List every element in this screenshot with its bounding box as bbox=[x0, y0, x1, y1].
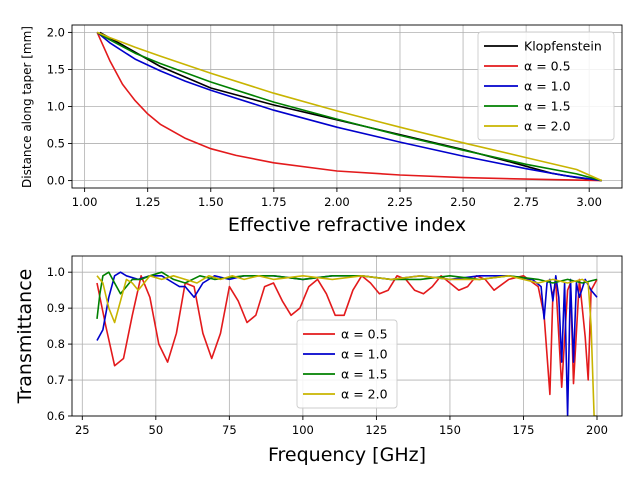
legend: Klopfenstein α = 0.5 α = 1.0 α = 1.5 α = 2.0 bbox=[477, 31, 615, 141]
y-tick-label: 0.0 bbox=[47, 174, 65, 188]
legend-label-2: α = 1.0 bbox=[524, 79, 571, 94]
x-tick-label: 1.50 bbox=[198, 195, 224, 209]
x-ticks: 25 50 75 100 125 150 175 200 bbox=[75, 416, 608, 437]
y-tick-label: 0.5 bbox=[47, 137, 65, 151]
x-tick-label: 150 bbox=[439, 423, 461, 437]
series-lines bbox=[96, 31, 603, 182]
legend-label-3: α = 1.5 bbox=[524, 99, 571, 114]
x-tick-label: 1.00 bbox=[72, 195, 98, 209]
series-line-3 bbox=[96, 274, 597, 416]
y-tick-label: 1.0 bbox=[47, 265, 65, 279]
y-ticks: 0.0 0.5 1.0 1.5 2.0 bbox=[47, 25, 72, 188]
series-line-3 bbox=[96, 31, 603, 182]
x-axis-label: Effective refractive index bbox=[228, 214, 466, 236]
x-tick-label: 2.50 bbox=[450, 195, 476, 209]
x-tick-label: 50 bbox=[149, 423, 164, 437]
legend-label-1: α = 1.0 bbox=[341, 347, 388, 362]
series-line-1 bbox=[96, 32, 602, 182]
y-tick-label: 0.7 bbox=[47, 373, 65, 387]
x-tick-label: 75 bbox=[222, 423, 237, 437]
x-tick-label: 25 bbox=[75, 423, 90, 437]
x-tick-label: 125 bbox=[365, 423, 387, 437]
series-line-0 bbox=[96, 274, 598, 396]
x-tick-label: 175 bbox=[512, 423, 534, 437]
x-tick-label: 2.25 bbox=[387, 195, 413, 209]
y-axis-label: Transmittance bbox=[14, 269, 36, 405]
legend-label-0: Klopfenstein bbox=[524, 39, 602, 54]
y-ticks: 0.6 0.7 0.8 0.9 1.0 bbox=[47, 265, 72, 423]
series-line-4 bbox=[96, 31, 603, 182]
x-tick-label: 200 bbox=[586, 423, 608, 437]
x-tick-label: 1.75 bbox=[261, 195, 287, 209]
y-tick-label: 0.6 bbox=[47, 409, 65, 423]
y-tick-label: 2.0 bbox=[47, 25, 65, 39]
x-tick-label: 1.25 bbox=[135, 195, 161, 209]
y-axis-label: Distance along taper [mm] bbox=[20, 26, 34, 188]
series-lines bbox=[96, 271, 598, 416]
x-ticks: 1.00 1.25 1.50 1.75 2.00 2.25 2.50 2.75 3.00 bbox=[72, 188, 602, 209]
y-tick-label: 1.5 bbox=[47, 62, 65, 76]
refractive-index-chart: 1.00 1.25 1.50 1.75 2.00 2.25 2.50 2.75 3.00 0.0… bbox=[20, 24, 623, 236]
legend-label-1: α = 0.5 bbox=[524, 59, 571, 74]
y-tick-label: 0.8 bbox=[47, 337, 65, 351]
x-axis-label: Frequency [GHz] bbox=[268, 444, 426, 466]
series-line-2 bbox=[96, 31, 602, 182]
x-tick-label: 2.75 bbox=[513, 195, 539, 209]
y-tick-label: 1.0 bbox=[47, 100, 65, 114]
y-tick-label: 0.9 bbox=[47, 301, 65, 315]
legend-label-3: α = 2.0 bbox=[341, 387, 388, 402]
legend: α = 0.5 α = 1.0 α = 1.5 α = 2.0 bbox=[296, 319, 398, 409]
legend-label-0: α = 0.5 bbox=[341, 327, 388, 342]
x-tick-label: 100 bbox=[292, 423, 314, 437]
transmittance-chart: 25 50 75 100 125 150 175 200 0.6 0.7 0.8 0.9 1.0 Fr… bbox=[14, 255, 623, 466]
legend-label-2: α = 1.5 bbox=[341, 367, 388, 382]
plot-frame bbox=[71, 255, 623, 417]
x-tick-label: 3.00 bbox=[576, 195, 602, 209]
legend-box bbox=[296, 319, 398, 409]
legend-label-4: α = 2.0 bbox=[524, 119, 571, 134]
x-tick-label: 2.00 bbox=[324, 195, 350, 209]
legend-box bbox=[477, 31, 615, 141]
